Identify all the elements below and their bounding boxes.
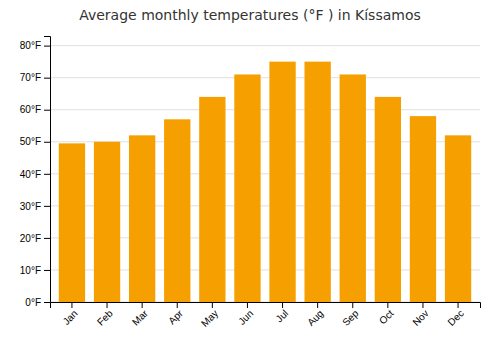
y-tick: 70°F [20, 72, 50, 83]
bar [199, 97, 225, 302]
bar [94, 142, 120, 302]
y-tick: 0°F [25, 297, 50, 308]
y-tick: 60°F [20, 104, 50, 115]
x-tick: Sep [340, 302, 361, 328]
tick-mark [177, 302, 178, 308]
x-tick: Jan [61, 302, 80, 327]
tick-mark [44, 142, 50, 143]
tick-mark [212, 302, 213, 308]
bar [59, 143, 85, 302]
tick-label: Oct [377, 308, 396, 327]
grid-line [50, 77, 480, 78]
tick-label: Apr [166, 307, 185, 326]
tick-label: 30°F [20, 201, 41, 212]
y-tick: 80°F [20, 40, 50, 51]
tick-label: Aug [305, 308, 325, 328]
x-axis: Jan Feb Mar Apr May Jun Jul Aug Sep Oct Nov Dec [51, 302, 481, 329]
tick-mark [247, 302, 248, 308]
x-tick: Aug [305, 302, 325, 328]
bar [129, 135, 155, 302]
grid-line [50, 45, 480, 46]
tick-label: 80°F [20, 40, 41, 51]
tick-label: Dec [445, 308, 465, 328]
tick-label: Jun [236, 308, 255, 327]
tick-label: 60°F [20, 104, 41, 115]
plot: 0°F 10°F 20°F 30°F 40°F 50°F 60°F 70°F 80°F Jan Fe… [20, 37, 481, 329]
bar [164, 119, 190, 302]
x-tick: Mar [130, 302, 150, 328]
tick-mark [44, 270, 50, 271]
y-tick: 50°F [20, 136, 50, 147]
bar [445, 135, 471, 302]
tick-mark [422, 302, 423, 308]
x-tick: Nov [410, 302, 430, 328]
tick-label: Jul [274, 308, 291, 325]
bar [410, 116, 436, 302]
tick-mark [44, 110, 50, 111]
y-tick: 30°F [20, 201, 50, 212]
tick-label: Nov [410, 308, 430, 328]
tick-mark [44, 46, 50, 47]
x-tick: Apr [166, 302, 185, 326]
x-tick: Feb [95, 302, 115, 328]
title: Average monthly temperatures (°F ) in Kí… [79, 7, 421, 23]
y-axis: 0°F 10°F 20°F 30°F 40°F 50°F 60°F 70°F 80°F [20, 37, 51, 308]
tick-mark [107, 302, 108, 308]
x-tick: Jun [236, 302, 255, 327]
tick-mark [352, 302, 353, 308]
tick-label: 70°F [20, 72, 41, 83]
tick-label: 50°F [20, 136, 41, 147]
tick-label: May [199, 308, 220, 329]
bar [375, 97, 401, 302]
axis-line [44, 37, 51, 303]
y-tick: 20°F [20, 233, 50, 244]
grid-line [50, 109, 480, 110]
axis-line [51, 303, 481, 309]
y-tick: 40°F [20, 169, 50, 180]
bars [59, 62, 471, 302]
x-tick: Jul [274, 302, 291, 324]
x-tick: May [199, 302, 220, 329]
tick-mark [142, 302, 143, 308]
bar [234, 74, 260, 302]
tick-label: Feb [95, 307, 115, 327]
tick-mark [44, 238, 50, 239]
bar [269, 62, 295, 302]
x-tick: Oct [377, 302, 396, 326]
tick-label: Mar [130, 307, 150, 327]
tick-label: 10°F [20, 265, 41, 276]
x-tick: Dec [445, 302, 465, 328]
tick-mark [44, 174, 50, 175]
tick-mark [387, 302, 388, 308]
grid [50, 46, 480, 302]
tick-mark [458, 302, 459, 308]
tick-mark [317, 302, 318, 308]
tick-mark [44, 78, 50, 79]
y-tick: 10°F [20, 265, 50, 276]
bar [340, 74, 366, 302]
tick-label: Jan [61, 308, 80, 327]
tick-mark [282, 302, 283, 308]
tick-label: Sep [340, 307, 361, 328]
bar [304, 62, 330, 302]
tick-label: 20°F [20, 233, 41, 244]
tick-mark [44, 302, 50, 303]
tick-label: 40°F [20, 169, 41, 180]
tick-mark [71, 302, 72, 308]
tick-label: 0°F [25, 297, 41, 308]
tick-mark [44, 206, 50, 207]
chart: 0°F 10°F 20°F 30°F 40°F 50°F 60°F 70°F 80°F Jan Fe… [0, 0, 500, 350]
